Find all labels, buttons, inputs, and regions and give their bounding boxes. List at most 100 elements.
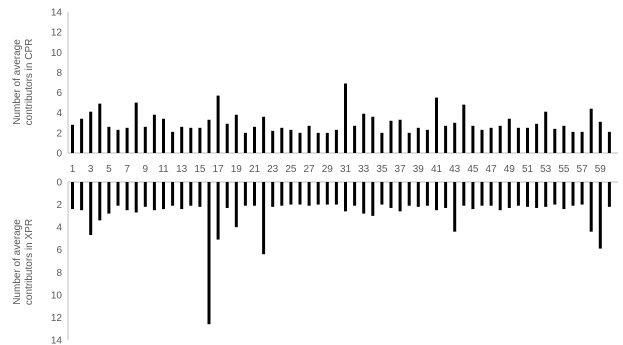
x-tick-label: 9	[143, 164, 149, 175]
xpr-bar	[571, 182, 575, 206]
cpr-bar	[526, 127, 529, 153]
x-tick-label: 19	[231, 164, 243, 175]
xpr-bar	[398, 182, 402, 212]
cpr-bar	[207, 119, 211, 153]
cpr-ytick-label: 2	[56, 128, 62, 139]
cpr-bar	[271, 130, 275, 153]
cpr-bar	[298, 132, 302, 153]
xpr-bar	[516, 182, 520, 206]
xpr-ytick-label: 8	[56, 268, 62, 279]
cpr-bar	[262, 116, 266, 153]
x-tick-label: 37	[395, 164, 407, 175]
xpr-bar	[589, 182, 593, 232]
cpr-bar	[225, 123, 229, 153]
xpr-bar	[435, 182, 438, 211]
x-tick-label: 21	[249, 164, 261, 175]
cpr-bar	[198, 127, 202, 153]
xpr-ytick-label: 12	[51, 313, 63, 324]
x-tick-label: 1	[70, 164, 76, 175]
xpr-ytick-label: 10	[51, 290, 63, 301]
cpr-bar	[435, 97, 438, 153]
cpr-bar	[116, 129, 120, 153]
cpr-ylabel-line-2: contributors in CPR	[24, 39, 35, 126]
xpr-panel: Number of average contributors in XPR 0 2…	[12, 178, 618, 345]
xpr-bar	[234, 182, 238, 228]
x-tick-label: 3	[88, 164, 94, 175]
cpr-bar	[462, 104, 466, 153]
cpr-bar	[344, 83, 347, 153]
cpr-ytick-label: 14	[51, 8, 63, 19]
xpr-bar	[498, 182, 502, 211]
cpr-bar	[562, 125, 566, 153]
xpr-ytick-label: 14	[51, 336, 63, 345]
x-tick-label: 27	[304, 164, 316, 175]
xpr-bar	[125, 182, 129, 211]
cpr-bar	[380, 132, 384, 153]
cpr-bar	[453, 122, 457, 153]
xpr-bar	[253, 182, 256, 206]
xpr-bar	[416, 182, 420, 207]
xpr-bar	[216, 182, 220, 240]
xpr-bar	[134, 182, 138, 213]
xpr-bar	[353, 182, 357, 206]
x-tick-label: 7	[124, 164, 130, 175]
cpr-bar	[307, 125, 311, 153]
xpr-bar	[325, 182, 329, 205]
cpr-panel: Number of average contributors in CPR 0 2…	[12, 8, 618, 175]
cpr-bar	[516, 127, 520, 153]
x-tick-label: 49	[504, 164, 516, 175]
cpr-bar	[471, 125, 475, 153]
cpr-ytick-label: 6	[56, 88, 62, 99]
xpr-ytick-label: 4	[56, 223, 62, 234]
x-tick-label: 5	[106, 164, 112, 175]
cpr-ytick-label: 0	[56, 149, 62, 160]
xpr-bar	[71, 182, 74, 210]
xpr-bar	[152, 182, 156, 211]
cpr-bar	[507, 118, 511, 153]
xpr-bar	[107, 182, 111, 214]
xpr-bar	[562, 182, 566, 210]
cpr-bar	[89, 111, 93, 153]
xpr-bar	[316, 182, 320, 205]
xpr-bar	[453, 182, 457, 232]
cpr-bar	[143, 126, 147, 153]
xpr-ytick-label: 2	[56, 200, 62, 211]
cpr-bar	[607, 131, 611, 153]
cpr-bar	[544, 111, 548, 153]
xpr-bar	[598, 182, 602, 249]
xpr-bar	[389, 182, 393, 208]
cpr-bar	[425, 129, 429, 153]
cpr-bar	[598, 121, 602, 153]
cpr-bar	[325, 132, 329, 153]
cpr-bar	[589, 108, 593, 153]
cpr-bar	[334, 129, 338, 153]
xpr-bar	[362, 182, 366, 214]
x-tick-label: 23	[267, 164, 279, 175]
x-tick-label: 35	[376, 164, 388, 175]
xpr-bar	[162, 182, 165, 210]
cpr-ytick-label: 8	[56, 68, 62, 79]
xpr-bar	[480, 182, 484, 206]
x-tick-label: 29	[322, 164, 334, 175]
x-tick-label: 57	[577, 164, 589, 175]
cpr-bar	[416, 127, 420, 153]
cpr-bar	[289, 129, 293, 153]
cpr-bar	[243, 132, 247, 153]
xpr-bar	[334, 182, 338, 205]
cpr-ytick-label: 10	[51, 48, 63, 59]
xpr-bar	[489, 182, 493, 206]
cpr-bar	[234, 114, 238, 153]
x-tick-label: 41	[431, 164, 443, 175]
x-tick-label: 31	[340, 164, 352, 175]
cpr-bar	[152, 114, 156, 153]
xpr-bar	[425, 182, 429, 206]
xpr-bar	[371, 182, 375, 216]
cpr-bar	[189, 127, 193, 153]
xpr-bar	[289, 182, 293, 205]
xpr-bar	[544, 182, 548, 207]
cpr-bar	[580, 131, 584, 153]
cpr-ytick-label: 4	[56, 108, 62, 119]
xpr-bar	[80, 182, 84, 211]
cpr-bar	[316, 132, 320, 153]
cpr-bar	[498, 125, 502, 153]
